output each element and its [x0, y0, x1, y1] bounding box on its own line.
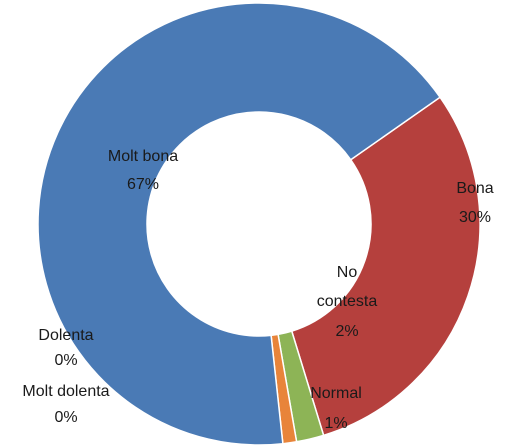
- slice-label-dolenta: Dolenta: [38, 327, 93, 344]
- slice-percent-molt-dolenta: 0%: [54, 409, 77, 426]
- slice-label-molt-dolenta: Molt dolenta: [22, 383, 109, 400]
- slice-molt-bona: [37, 2, 442, 446]
- slice-percent-no-contesta: 2%: [335, 323, 358, 340]
- slice-percent-bona: 30%: [459, 209, 491, 226]
- slice-label-no-contesta-line2: contesta: [317, 293, 378, 310]
- slice-percent-molt-bona: 67%: [127, 176, 159, 193]
- slice-percent-normal: 1%: [324, 415, 347, 432]
- slice-label-bona: Bona: [456, 180, 493, 197]
- slice-bona: [290, 96, 481, 437]
- slice-percent-dolenta: 0%: [54, 352, 77, 369]
- slice-label-molt-bona: Molt bona: [108, 148, 178, 165]
- slice-label-normal: Normal: [310, 385, 362, 402]
- slices: [37, 2, 481, 446]
- slice-label-no-contesta-line1: No: [337, 264, 358, 281]
